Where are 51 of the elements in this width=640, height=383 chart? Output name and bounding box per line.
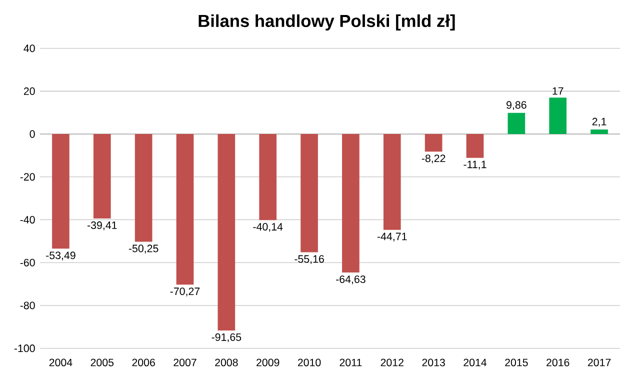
x-tick-label: 2016 <box>546 358 570 366</box>
x-tick-label: 2009 <box>256 358 280 366</box>
y-tick-label: 0 <box>30 130 35 138</box>
bar <box>342 134 360 273</box>
bar <box>134 134 152 242</box>
y-tick-label: -40 <box>20 216 35 224</box>
x-tick-label: 2006 <box>132 358 155 366</box>
bar <box>466 134 484 158</box>
chart-title: Bilans handlowy Polski [mld zł] <box>198 14 455 31</box>
bar <box>52 134 70 249</box>
data-label: 17 <box>552 87 564 95</box>
data-label: -8,22 <box>422 154 446 164</box>
bar <box>508 112 526 134</box>
x-tick-label: 2017 <box>588 358 611 366</box>
x-tick-label: 2008 <box>215 358 238 366</box>
data-label: -39,41 <box>88 221 117 230</box>
x-tick-label: 2007 <box>174 358 196 366</box>
x-tick-label: 2015 <box>505 358 528 366</box>
data-label: -70,27 <box>170 288 200 296</box>
data-label: -91,65 <box>212 333 242 342</box>
bar <box>218 134 236 330</box>
x-tick-label: 2011 <box>340 358 362 366</box>
data-label: -50,25 <box>128 244 158 254</box>
y-tick-label: -80 <box>20 302 35 310</box>
y-tick-label: 20 <box>24 87 35 95</box>
bar <box>259 134 277 220</box>
y-tick-label: 40 <box>24 44 35 52</box>
data-label: -44,71 <box>378 232 407 242</box>
x-tick-label: 2004 <box>49 358 72 366</box>
x-tick-label: 2010 <box>298 358 321 366</box>
data-label: -40,14 <box>253 223 283 232</box>
x-tick-label: 2013 <box>422 358 445 366</box>
bar <box>590 130 608 134</box>
bar <box>300 134 318 252</box>
x-tick-label: 2012 <box>380 358 404 366</box>
bar <box>383 134 401 230</box>
data-label: -55,16 <box>294 255 324 264</box>
y-tick-label: -60 <box>20 258 35 266</box>
x-tick-label: 2014 <box>464 358 487 366</box>
bar <box>424 134 442 152</box>
y-tick-label: -100 <box>14 344 35 352</box>
x-tick-label: 2005 <box>90 358 114 366</box>
data-label: -53,49 <box>46 252 76 260</box>
y-tick-label: -20 <box>20 173 35 181</box>
data-label: -64,63 <box>336 275 366 284</box>
bar <box>176 134 194 285</box>
data-label: -11,1 <box>464 160 486 170</box>
bar <box>93 134 111 218</box>
data-label: 9,86 <box>506 101 526 110</box>
bar <box>549 98 567 134</box>
data-label: 2,1 <box>592 118 606 127</box>
